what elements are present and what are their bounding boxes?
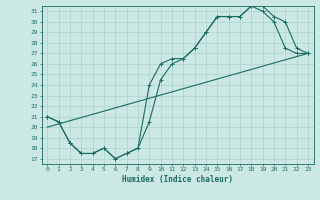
X-axis label: Humidex (Indice chaleur): Humidex (Indice chaleur): [122, 175, 233, 184]
